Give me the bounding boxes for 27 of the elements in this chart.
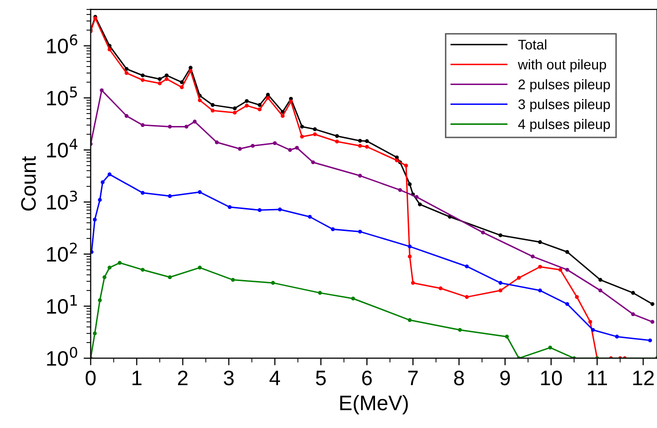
x-axis-title: E(MeV) (340, 395, 408, 414)
x-tick-label: 9 (500, 370, 510, 386)
x-tick-label: 12 (633, 370, 654, 386)
x-tick-label: 1 (132, 370, 142, 386)
y-tick-label: 10$^{0}$ (47, 346, 78, 366)
y-tick-label: 10$^{1}$ (47, 294, 77, 314)
x-tick-label: 4 (270, 370, 280, 386)
legend-label: with out pileup (518, 59, 606, 72)
x-tick-label: 11 (588, 370, 607, 386)
legend-label: Total (518, 39, 546, 50)
x-tick-label: 10 (541, 370, 562, 386)
y-tick-label: 10$^{2}$ (47, 242, 77, 262)
x-tick-label: 3 (224, 370, 234, 386)
x-tick-label: 5 (316, 370, 326, 386)
y-tick-label: 10$^{3}$ (47, 190, 78, 210)
legend-label: 3 pulses pileup (518, 99, 610, 112)
legend-label: 4 pulses pileup (518, 118, 610, 132)
y-axis-title: Count (21, 156, 36, 211)
y-tick-label: 10$^{5}$ (47, 86, 77, 106)
x-tick-label: 6 (362, 370, 372, 386)
y-tick-label: 10$^{6}$ (47, 34, 78, 54)
x-tick-label: 7 (408, 370, 418, 386)
x-tick-label: 0 (86, 370, 96, 386)
x-tick-label: 8 (454, 370, 464, 386)
x-tick-label: 2 (178, 370, 188, 386)
legend-label: 2 pulses pileup (518, 79, 610, 92)
y-tick-label: 10$^{4}$ (47, 138, 78, 158)
